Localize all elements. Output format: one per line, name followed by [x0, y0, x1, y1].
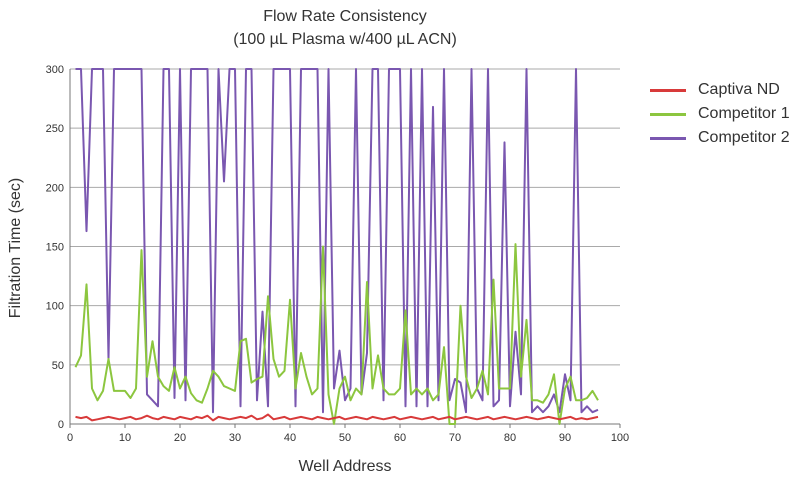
x-tick-label: 20: [174, 432, 186, 444]
y-tick-label: 100: [46, 301, 64, 313]
x-tick-label: 70: [449, 432, 461, 444]
x-axis-label: Well Address: [298, 458, 392, 475]
tick-labels: 0 50 100 150 200 250 300 0 10 20 30 40 50 60 70 80 90 100: [46, 64, 630, 444]
series-line-competitor-1: [74, 243, 599, 425]
legend-label: Competitor 1: [698, 105, 790, 122]
y-axis-label: Filtration Time (sec): [7, 177, 24, 319]
y-tick-label: 150: [46, 242, 64, 254]
legend-swatch: [650, 88, 686, 92]
chart-title: Flow Rate Consistency: [263, 8, 427, 25]
y-tick-label: 200: [46, 182, 64, 194]
axes: [69, 69, 621, 428]
chart-subtitle: (100 µL Plasma w/400 µL ACN): [233, 31, 457, 48]
data-series: [74, 68, 599, 425]
x-tick-label: 50: [339, 432, 351, 444]
x-tick-label: 80: [504, 432, 516, 444]
legend-label: Captiva ND: [698, 81, 780, 98]
x-tick-label: 90: [559, 432, 571, 444]
legend-label: Competitor 2: [698, 129, 790, 146]
series-line-captiva-nd: [75, 413, 599, 422]
legend-swatch: [650, 136, 686, 140]
legend-swatch: [650, 112, 686, 116]
x-tick-label: 100: [611, 432, 629, 444]
x-tick-label: 60: [394, 432, 406, 444]
y-tick-label: 250: [46, 123, 64, 135]
grid-lines: [70, 68, 620, 366]
x-tick-label: 0: [67, 432, 73, 444]
legend-item: Captiva ND: [650, 78, 790, 102]
series-line-competitor-2: [75, 68, 599, 414]
y-tick-label: 300: [46, 64, 64, 76]
chart-legend: Captiva ND Competitor 1 Competitor 2: [650, 78, 790, 150]
legend-item: Competitor 1: [650, 102, 790, 126]
y-tick-label: 50: [52, 360, 64, 372]
x-tick-label: 30: [229, 432, 241, 444]
x-tick-label: 40: [284, 432, 296, 444]
y-tick-label: 0: [58, 419, 64, 431]
x-tick-label: 10: [119, 432, 131, 444]
legend-item: Competitor 2: [650, 126, 790, 150]
